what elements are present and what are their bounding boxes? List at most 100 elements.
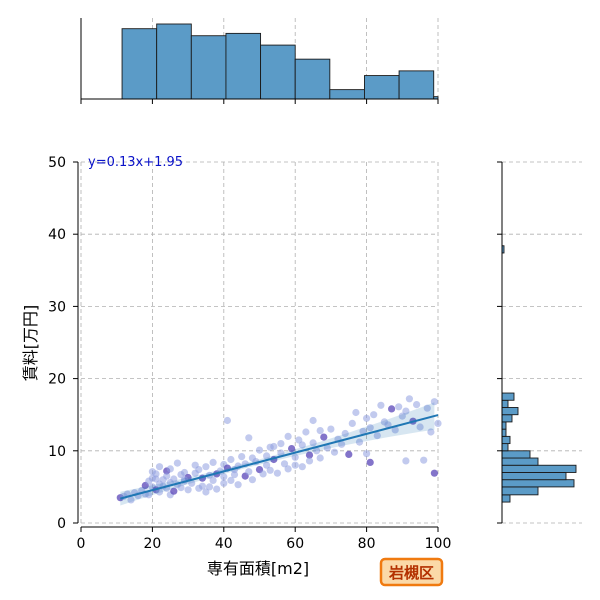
scatter-point [238, 453, 246, 461]
scatter-point [152, 475, 160, 483]
scatter-point [259, 470, 267, 478]
y-marginal-bar [501, 450, 531, 459]
x-axis-title: 専有面積[m2] [207, 559, 309, 578]
scatter-point [170, 475, 178, 483]
scatter-point [220, 473, 228, 481]
scatter-point [345, 450, 353, 458]
y-marginal-bar [501, 407, 519, 416]
y-marginal-bar [501, 392, 515, 401]
scatter-point [263, 452, 271, 460]
scatter-point [413, 401, 421, 409]
scatter-point [309, 416, 317, 425]
y-tick-label: 50 [48, 155, 66, 171]
scatter-point [363, 414, 371, 422]
scatter-point [298, 463, 306, 471]
scatter-point [245, 468, 253, 476]
scatter-point [348, 419, 356, 427]
scatter-point [245, 434, 253, 442]
y-axis-ticks: 0 10 20 30 40 50 [48, 155, 78, 532]
y-marginal-bar [501, 464, 577, 473]
scatter-point [320, 433, 328, 441]
y-tick-label: 30 [48, 299, 66, 315]
scatter-point [427, 428, 435, 436]
scatter-point [305, 451, 314, 459]
y-marginal-bar [501, 428, 507, 437]
x-tick-label: 0 [77, 536, 86, 552]
scatter-point [420, 456, 428, 464]
y-marginal-bar [501, 399, 509, 408]
scatter-point [227, 476, 235, 484]
scatter-point [298, 441, 306, 449]
scatter-point [373, 432, 381, 440]
x-tick-label: 40 [215, 536, 233, 552]
y-axis-title: 賃料[万円] [21, 305, 40, 382]
scatter-point [166, 465, 174, 473]
scatter-point [198, 482, 206, 490]
regression-equation: y=0.13x+1.95 [88, 155, 183, 170]
y-marginal-bar [501, 457, 539, 466]
scatter-point [355, 438, 364, 446]
x-axis-ticks: 0 20 40 60 80 100 [77, 527, 452, 552]
scatter-point [234, 481, 242, 489]
scatter-point [402, 407, 410, 415]
x-marginal-bar [260, 44, 296, 100]
scatter-point [155, 488, 164, 496]
scatter-point [295, 436, 303, 444]
y-marginal-histogram [497, 161, 582, 524]
regression-confidence-band [120, 402, 435, 506]
y-marginal-bars [501, 245, 577, 503]
x-marginal-histogram [80, 18, 439, 104]
scatter-point [291, 453, 299, 461]
y-tick-label: 40 [48, 227, 66, 243]
ward-badge-box [379, 557, 444, 587]
scatter-point [184, 486, 192, 494]
regression-line [120, 414, 439, 500]
scatter-point [220, 479, 228, 487]
scatter-point [395, 403, 403, 411]
scatter-point [309, 439, 317, 447]
scatter-point [266, 443, 274, 451]
scatter-point [291, 461, 299, 469]
scatter-point [248, 476, 256, 484]
y-marginal-bar [501, 472, 567, 481]
scatter-point [323, 444, 331, 452]
scatter-point [155, 463, 164, 471]
scatter-point [280, 460, 289, 468]
scatter-point [327, 425, 335, 433]
scatter-point [366, 458, 374, 466]
y-marginal-grid [502, 161, 582, 524]
scatter-point [391, 426, 399, 434]
scatter-point [180, 468, 189, 477]
scatter-point [277, 449, 285, 457]
scatter-point [277, 440, 285, 448]
scatter-point [202, 463, 210, 471]
scatter-point [284, 432, 292, 440]
scatter-point [416, 423, 424, 431]
scatter-point [359, 427, 367, 435]
y-tick-label: 10 [48, 444, 66, 460]
scatter-point [366, 424, 374, 432]
scatter-point [316, 454, 324, 462]
scatter-point [230, 471, 239, 479]
x-marginal-bar [121, 28, 158, 100]
scatter-point [152, 470, 160, 478]
scatter-point [127, 496, 135, 504]
x-tick-label: 100 [425, 536, 452, 552]
scatter-plot: 0 20 40 60 80 100 0 10 20 30 40 50 y=0.13x+1.95 専有… [21, 155, 451, 578]
scatter-point [388, 405, 396, 413]
y-marginal-bar [501, 414, 513, 423]
scatter-point [145, 491, 153, 499]
scatter-point [209, 458, 217, 466]
scatter-point [255, 446, 264, 454]
scatter-point [402, 457, 410, 465]
scatter-point [377, 401, 385, 409]
scatter-point [423, 404, 431, 412]
scatter-point [305, 457, 314, 465]
ward-badge: 岩槻区 [379, 557, 444, 587]
x-marginal-bar [294, 58, 331, 100]
x-marginal-bar [225, 32, 262, 100]
scatter-point [284, 465, 292, 473]
x-tick-label: 80 [358, 536, 376, 552]
ward-badge-label: 岩槻区 [388, 564, 434, 582]
